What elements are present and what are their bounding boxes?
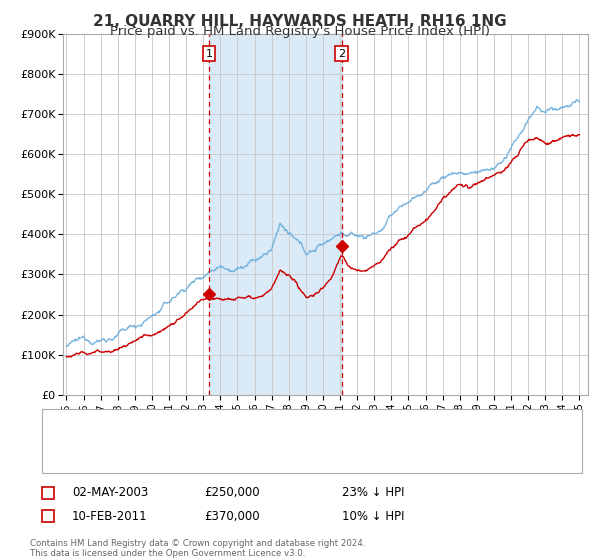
Text: Price paid vs. HM Land Registry's House Price Index (HPI): Price paid vs. HM Land Registry's House … bbox=[110, 25, 490, 38]
Text: 2: 2 bbox=[338, 49, 346, 59]
Text: £370,000: £370,000 bbox=[204, 510, 260, 523]
Text: £250,000: £250,000 bbox=[204, 486, 260, 500]
Text: 21, QUARRY HILL, HAYWARDS HEATH, RH16 1NG: 21, QUARRY HILL, HAYWARDS HEATH, RH16 1N… bbox=[93, 14, 507, 29]
Text: 10-FEB-2011: 10-FEB-2011 bbox=[72, 510, 148, 523]
Text: 02-MAY-2003: 02-MAY-2003 bbox=[72, 486, 148, 500]
Text: Contains HM Land Registry data © Crown copyright and database right 2024.: Contains HM Land Registry data © Crown c… bbox=[30, 539, 365, 548]
Text: HPI: Average price, detached house, Mid Sussex: HPI: Average price, detached house, Mid … bbox=[93, 450, 344, 460]
Text: 23% ↓ HPI: 23% ↓ HPI bbox=[342, 486, 404, 500]
Text: 21, QUARRY HILL, HAYWARDS HEATH, RH16 1NG (detached house): 21, QUARRY HILL, HAYWARDS HEATH, RH16 1N… bbox=[93, 422, 440, 432]
Bar bbox=[209, 34, 342, 395]
Text: 2: 2 bbox=[44, 511, 52, 521]
Text: 1: 1 bbox=[44, 488, 52, 498]
Text: 10% ↓ HPI: 10% ↓ HPI bbox=[342, 510, 404, 523]
Text: This data is licensed under the Open Government Licence v3.0.: This data is licensed under the Open Gov… bbox=[30, 549, 305, 558]
Text: 1: 1 bbox=[205, 49, 212, 59]
